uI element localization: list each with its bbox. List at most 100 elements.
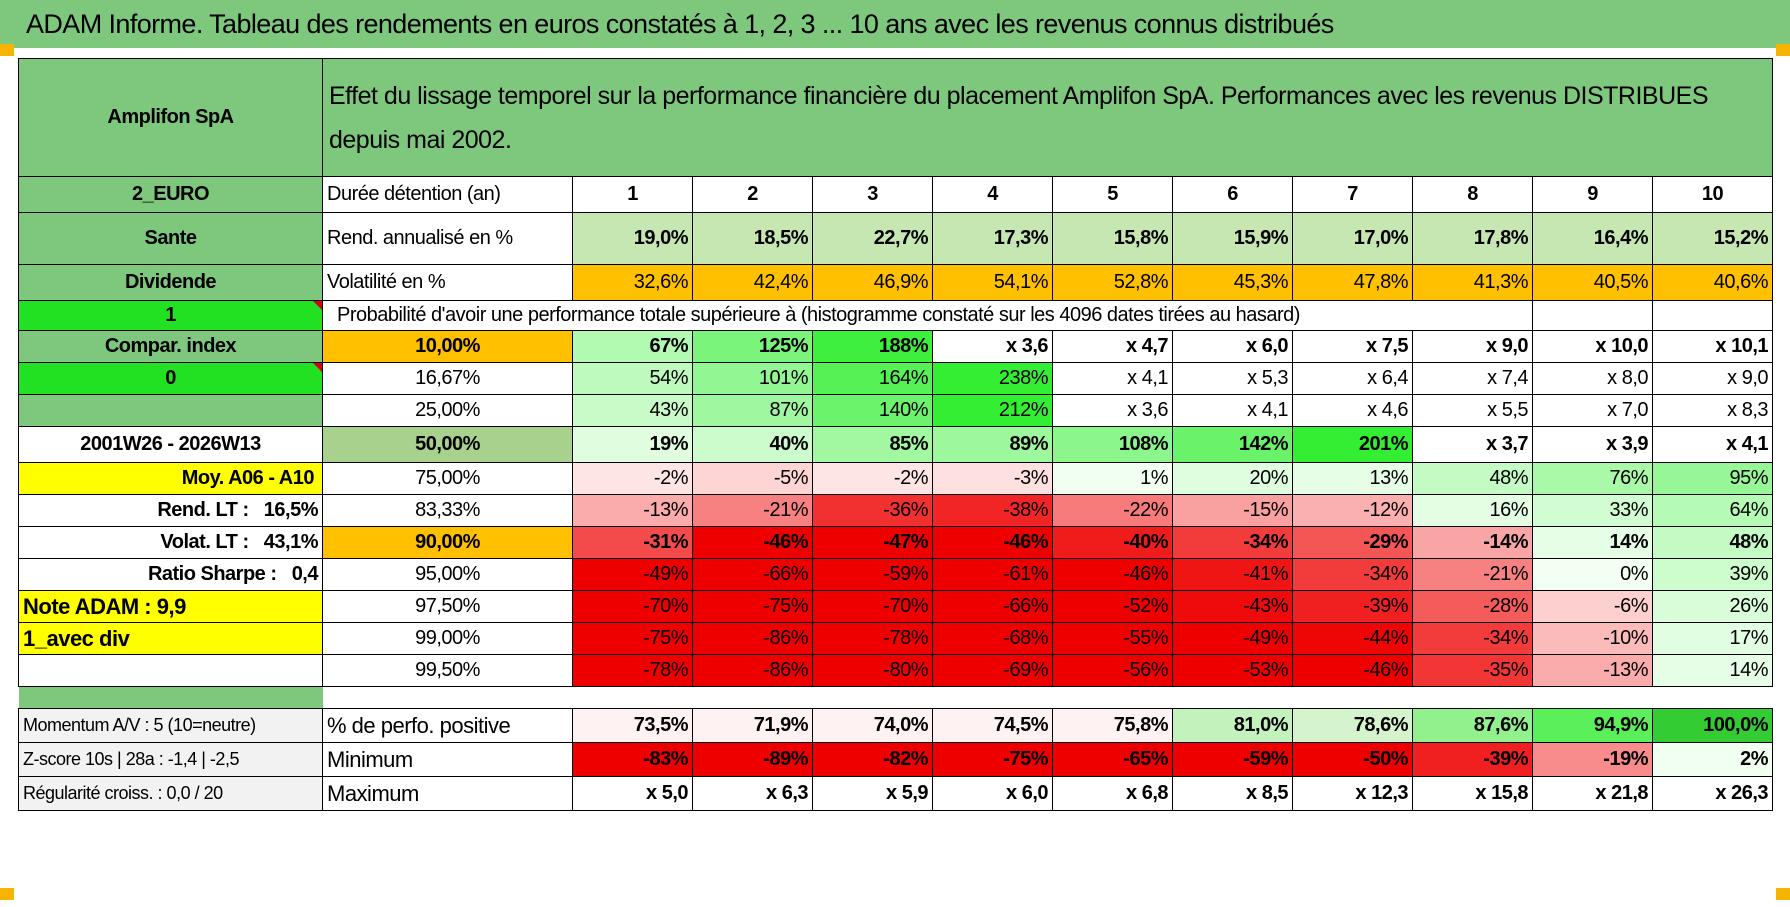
probability-cell: 16%	[1412, 494, 1533, 527]
probability-cell: 87%	[692, 394, 813, 427]
probability-cell: x 9,0	[1412, 330, 1533, 363]
probability-cell: 43%	[572, 394, 693, 427]
probability-cell: 54%	[572, 362, 693, 395]
probability-cell: 48%	[1412, 462, 1533, 495]
resize-handle-top-right[interactable]	[1776, 44, 1790, 56]
probability-cell: x 7,4	[1412, 362, 1533, 395]
probability-cell: 201%	[1292, 426, 1413, 463]
min-cell: -50%	[1292, 742, 1413, 777]
sharpe-ratio: Ratio Sharpe : 0,4	[18, 558, 323, 591]
spacer	[249, 531, 264, 553]
probability-threshold: 95,00%	[322, 558, 573, 591]
year-header: 5	[1052, 176, 1173, 213]
table-row: Note ADAM : 9,9 97,50% -70% -75% -70% -66% -52…	[18, 590, 1774, 623]
compar-index-label: Compar. index	[18, 330, 323, 363]
spacer-cell	[323, 687, 1773, 709]
probability-threshold: 10,00%	[322, 330, 573, 363]
indicator-zero: 0	[18, 362, 323, 395]
probability-cell: x 5,3	[1172, 362, 1293, 395]
page-title: ADAM Informe. Tableau des rendements en …	[26, 8, 1334, 39]
probability-cell: -86%	[692, 654, 813, 687]
probability-cell: -68%	[932, 622, 1053, 655]
probability-cell: x 7,5	[1292, 330, 1413, 363]
probability-cell: x 4,1	[1172, 394, 1293, 427]
probability-caption: Probabilité d'avoir une performance tota…	[322, 300, 1533, 331]
probability-cell: 39%	[1651, 558, 1774, 591]
max-cell: x 5,9	[812, 776, 933, 811]
returns-table: Amplifon SpA Effet du lissage temporel s…	[18, 58, 1774, 811]
year-header: 6	[1172, 176, 1293, 213]
average-label: Moy. A06 - A10	[18, 462, 323, 495]
minimum-label: Minimum	[322, 742, 573, 777]
table-row: 0 16,67% 54% 101% 164% 238% x 4,1 x 5,3 x 6,4 x 7…	[18, 362, 1774, 395]
min-cell: -39%	[1412, 742, 1533, 777]
pos-cell: 74,0%	[812, 708, 933, 743]
metric-value: 16,5%	[263, 499, 319, 521]
table-row: Sante Rend. annualisé en % 19,0% 18,5% 22,7%…	[18, 212, 1774, 265]
max-cell: x 5,0	[572, 776, 693, 811]
probability-cell: -78%	[812, 622, 933, 655]
probability-threshold: 75,00%	[322, 462, 573, 495]
probability-cell: x 10,0	[1532, 330, 1653, 363]
type-label: Dividende	[18, 264, 323, 301]
probability-cell: 164%	[812, 362, 933, 395]
volatility-cell: 47,8%	[1292, 264, 1413, 301]
volatility-cell: 54,1%	[932, 264, 1053, 301]
probability-cell: 19%	[572, 426, 693, 463]
momentum-label: Momentum A/V : 5 (10=neutre)	[18, 708, 323, 743]
table-row: Ratio Sharpe : 0,4 95,00% -49% -66% -59% -61%…	[18, 558, 1774, 591]
probability-threshold: 99,50%	[322, 654, 573, 687]
pos-cell: 73,5%	[572, 708, 693, 743]
probability-cell: -49%	[1172, 622, 1293, 655]
metric-label: Volat. LT :	[160, 531, 249, 553]
resize-handle-bottom-left[interactable]	[0, 888, 14, 900]
probability-cell: 13%	[1292, 462, 1413, 495]
probability-cell: x 9,0	[1651, 362, 1774, 395]
probability-cell: -66%	[692, 558, 813, 591]
zscore-label: Z-score 10s | 28a : -1,4 | -2,5	[18, 742, 323, 777]
year-header: 1	[572, 176, 693, 213]
probability-cell: 17%	[1651, 622, 1774, 655]
pos-cell: 81,0%	[1172, 708, 1293, 743]
probability-cell: -75%	[692, 590, 813, 623]
probability-cell: 212%	[932, 394, 1053, 427]
min-cell: 2%	[1651, 742, 1774, 777]
period-label: 2001W26 - 2026W13	[18, 426, 323, 463]
probability-cell: -44%	[1292, 622, 1413, 655]
annualized-return-cell: 15,8%	[1052, 212, 1173, 265]
probability-cell: -10%	[1532, 622, 1653, 655]
probability-cell: -21%	[692, 494, 813, 527]
annualized-return-cell: 22,7%	[812, 212, 933, 265]
spacer	[249, 499, 264, 521]
probability-cell: -21%	[1412, 558, 1533, 591]
annualized-return-cell: 17,3%	[932, 212, 1053, 265]
metric-label: Rend. LT :	[157, 499, 249, 521]
probability-cell: -34%	[1412, 622, 1533, 655]
long-term-volatility: Volat. LT : 43,1%	[18, 526, 323, 559]
probability-cell: x 5,5	[1412, 394, 1533, 427]
pos-cell: 87,6%	[1412, 708, 1533, 743]
probability-cell: 85%	[812, 426, 933, 463]
currency-label: 2_EURO	[18, 176, 323, 213]
probability-cell: x 4,1	[1651, 426, 1774, 463]
probability-cell: 140%	[812, 394, 933, 427]
max-cell: x 6,3	[692, 776, 813, 811]
metric-value: 0,4	[291, 563, 319, 585]
annualized-return-cell: 17,0%	[1292, 212, 1413, 265]
probability-cell: 89%	[932, 426, 1053, 463]
probability-cell: x 6,4	[1292, 362, 1413, 395]
resize-handle-top-left[interactable]	[0, 44, 14, 56]
probability-cell: -86%	[692, 622, 813, 655]
resize-handle-bottom-right[interactable]	[1776, 888, 1790, 900]
volatility-cell: 46,9%	[812, 264, 933, 301]
empty-label	[18, 394, 323, 427]
volatility-cell: 52,8%	[1052, 264, 1173, 301]
probability-cell: 48%	[1651, 526, 1774, 559]
pos-cell: 75,8%	[1052, 708, 1173, 743]
table-row: 25,00% 43% 87% 140% 212% x 3,6 x 4,1 x 4,6 x 5,5…	[18, 394, 1774, 427]
min-cell: -82%	[812, 742, 933, 777]
probability-threshold: 97,50%	[322, 590, 573, 623]
probability-cell: 33%	[1532, 494, 1653, 527]
probability-cell: -29%	[1292, 526, 1413, 559]
probability-threshold: 83,33%	[322, 494, 573, 527]
